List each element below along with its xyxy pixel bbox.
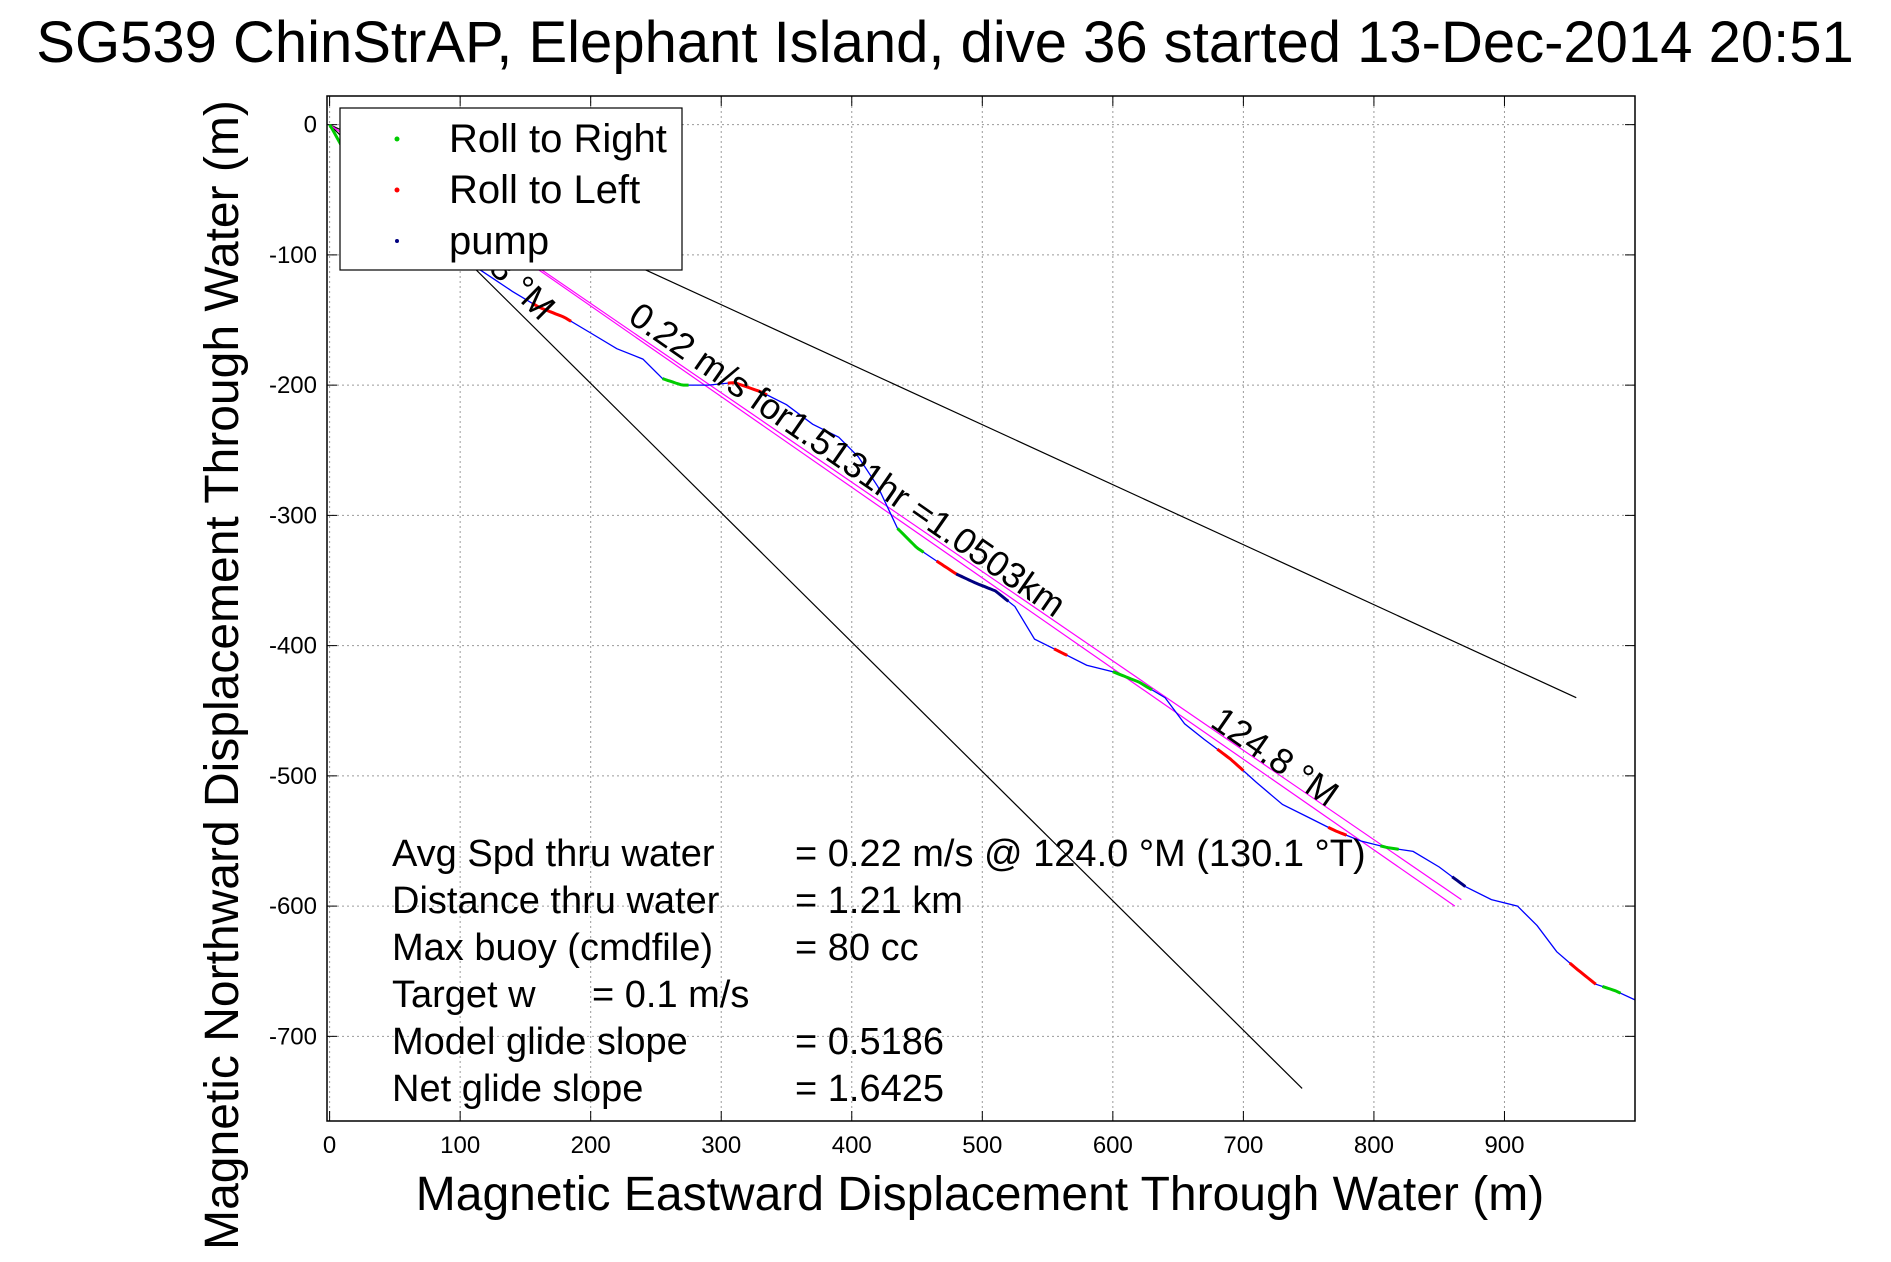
roll-right-segment — [1601, 984, 1622, 995]
legend-marker-roll-right — [394, 136, 400, 142]
stat-value-target-w: = 0.1 m/s — [592, 974, 749, 1016]
roll-left-segment — [1568, 961, 1597, 986]
x-tick-label: 400 — [832, 1132, 872, 1159]
x-tick-label: 300 — [701, 1132, 741, 1159]
stat-value-net-glide: = 1.6425 — [795, 1068, 944, 1110]
stat-label-max-buoy: Max buoy (cmdfile) — [392, 927, 713, 969]
roll-right-segment — [1380, 844, 1399, 851]
pump-segment — [1451, 875, 1467, 888]
legend-label-pump: pump — [449, 219, 549, 263]
roll-left-segment — [1053, 647, 1068, 657]
grid — [327, 96, 1635, 1121]
marker-layer — [328, 123, 1622, 995]
axis-ticks: 0 100 200 300 400 500 600 700 800 900 0 -100 -200 -30… — [269, 96, 1635, 1159]
legend-marker-pump — [395, 239, 399, 243]
stats-block: Avg Spd thru water = 0.22 m/s @ 124.0 °M… — [392, 833, 1366, 1110]
y-tick-label: -700 — [269, 1023, 317, 1050]
stat-label-avg-speed: Avg Spd thru water — [392, 833, 715, 875]
stat-label-net-glide: Net glide slope — [392, 1068, 643, 1110]
y-tick-label: -400 — [269, 633, 317, 660]
x-tick-label: 500 — [962, 1132, 1002, 1159]
roll-right-segment — [662, 377, 689, 387]
legend: Roll to Right Roll to Left pump — [339, 107, 683, 271]
stat-value-max-buoy: = 80 cc — [795, 927, 919, 969]
x-tick-label: 200 — [571, 1132, 611, 1159]
roll-right-segment — [896, 527, 925, 554]
roll-left-segment — [1327, 825, 1348, 837]
x-tick-label: 100 — [440, 1132, 480, 1159]
stat-label-target-w: Target w — [392, 974, 536, 1016]
roll-left-segment — [531, 301, 572, 323]
legend-label-roll-right: Roll to Right — [449, 117, 667, 161]
x-tick-label: 0 — [323, 1132, 336, 1159]
x-tick-label: 700 — [1223, 1132, 1263, 1159]
legend-marker-roll-left — [394, 187, 400, 193]
y-axis-label: Magnetic Northward Displacement Through … — [196, 100, 249, 1250]
legend-label-roll-left: Roll to Left — [449, 168, 640, 212]
stat-value-avg-speed: = 0.22 m/s @ 124.0 °M (130.1 °T) — [795, 833, 1366, 875]
pump-segment — [955, 572, 1010, 603]
roll-right-segment — [1112, 670, 1153, 692]
roll-left-segment — [727, 381, 768, 397]
glide-line-2 — [329, 124, 1303, 1089]
y-tick-label: -200 — [269, 372, 317, 399]
stat-label-distance: Distance thru water — [392, 880, 720, 922]
stat-label-model-glide: Model glide slope — [392, 1021, 688, 1063]
y-tick-label: -600 — [269, 893, 317, 920]
x-tick-label: 600 — [1093, 1132, 1133, 1159]
chart-title: SG539 ChinStrAP, Elephant Island, dive 3… — [36, 10, 1853, 75]
x-tick-label: 900 — [1484, 1132, 1524, 1159]
stat-value-distance: = 1.21 km — [795, 880, 963, 922]
stat-value-model-glide: = 0.5186 — [795, 1021, 944, 1063]
axes-frame — [326, 95, 1636, 1122]
y-tick-label: -100 — [269, 242, 317, 269]
y-tick-label: -300 — [269, 502, 317, 529]
roll-left-segment — [1216, 747, 1245, 772]
x-axis-label: Magnetic Eastward Displacement Through W… — [416, 1168, 1544, 1221]
y-tick-label: 0 — [304, 112, 317, 139]
x-tick-label: 800 — [1354, 1132, 1394, 1159]
y-tick-label: -500 — [269, 763, 317, 790]
